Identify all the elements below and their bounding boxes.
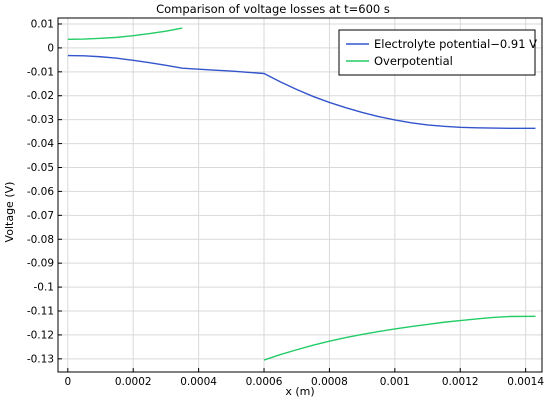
x-tick-label: 0.001 (380, 376, 410, 388)
x-tick-label: 0.0012 (442, 376, 479, 388)
y-tick-label: 0.01 (31, 18, 54, 30)
plot-area-frame (57, 17, 543, 373)
legend: Electrolyte potential−0.91 V Overpotenti… (338, 29, 537, 76)
gridlines (58, 18, 542, 372)
x-tick-label: 0.0006 (246, 376, 283, 388)
x-axis-title: x (m) (285, 385, 314, 398)
legend-box (338, 29, 536, 76)
x-tick-label: 0.0008 (311, 376, 348, 388)
x-tick-label: 0.0002 (115, 376, 152, 388)
y-tick-label: -0.09 (27, 258, 54, 270)
y-tick-label: -0.08 (27, 234, 54, 246)
y-tick-label: -0.1 (34, 282, 55, 294)
x-tick-label: 0.0014 (507, 376, 544, 388)
y-tick-label: -0.04 (27, 138, 54, 150)
legend-label-electrolyte-potential: Electrolyte potential−0.91 V (374, 37, 537, 51)
y-tick-label: -0.13 (27, 353, 54, 365)
series-line-1-segment-1 (263, 315, 536, 361)
x-tick-label: 0 (64, 376, 71, 388)
y-tick-label: -0.01 (27, 66, 54, 78)
y-tick-label: -0.12 (27, 329, 54, 341)
y-tick-label: -0.03 (27, 114, 54, 126)
y-tick-label: -0.11 (27, 306, 54, 318)
series-lines (67, 27, 536, 361)
series-line-1-segment-0 (67, 27, 183, 40)
legend-label-overpotential: Overpotential (374, 54, 453, 68)
y-tick-label: -0.02 (27, 90, 54, 102)
y-tick-label: -0.06 (27, 186, 54, 198)
chart-title: Comparison of voltage losses at t=600 s (156, 2, 390, 16)
y-tick-label: -0.05 (27, 162, 54, 174)
y-axis-title: Voltage (V) (3, 182, 16, 243)
series-line-0-segment-0 (67, 54, 536, 129)
y-tick-label: 0 (47, 42, 54, 54)
y-tick-label: -0.07 (27, 210, 54, 222)
x-tick-label: 0.0004 (180, 376, 217, 388)
axis-ticks: 0 0.0002 0.0004 0.0006 0.0008 0.001 0.0012 0.00… (27, 18, 545, 388)
